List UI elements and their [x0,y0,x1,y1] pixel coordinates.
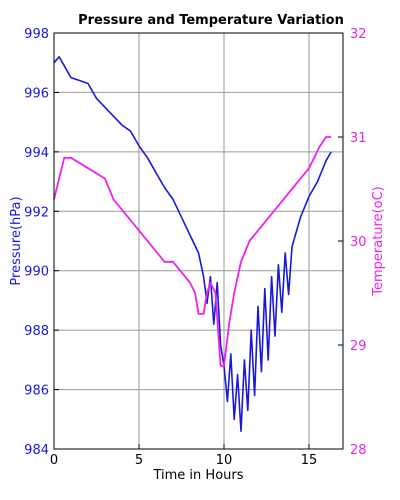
y-tick-label-right: 32 [350,27,367,42]
chart-title: Pressure and Temperature Variation [78,13,344,28]
series-layer [53,55,332,433]
y-tick-label-right: 30 [350,235,367,250]
grid [54,33,343,449]
y-tick-label-left: 986 [24,384,49,399]
x-axis-label: Time in Hours [152,468,243,483]
y-tick-label-left: 998 [24,27,49,42]
y-axis-label-right: Temperature(oC) [371,186,386,297]
x-tick-label: 10 [216,453,233,468]
ticks: 984 986 988 990 992 994 996 998 28 29 30 31 32 0 5 10 15 [24,27,366,468]
x-tick-label: 5 [135,453,143,468]
temperature-series-line [53,136,332,367]
y-tick-label-left: 996 [24,86,49,101]
y-tick-label-left: 994 [24,146,49,161]
y-tick-label-right: 29 [350,339,367,354]
y-tick-label-right: 28 [350,443,367,458]
y-tick-label-left: 990 [24,265,49,280]
x-tick-label: 0 [50,453,58,468]
y-tick-label-right: 31 [350,131,367,146]
y-tick-label-left: 988 [24,324,49,339]
y-tick-label-left: 984 [24,443,49,458]
y-axis-label-left: Pressure(hPa) [9,196,24,285]
x-tick-label: 15 [301,453,318,468]
y-tick-label-left: 992 [24,205,49,220]
